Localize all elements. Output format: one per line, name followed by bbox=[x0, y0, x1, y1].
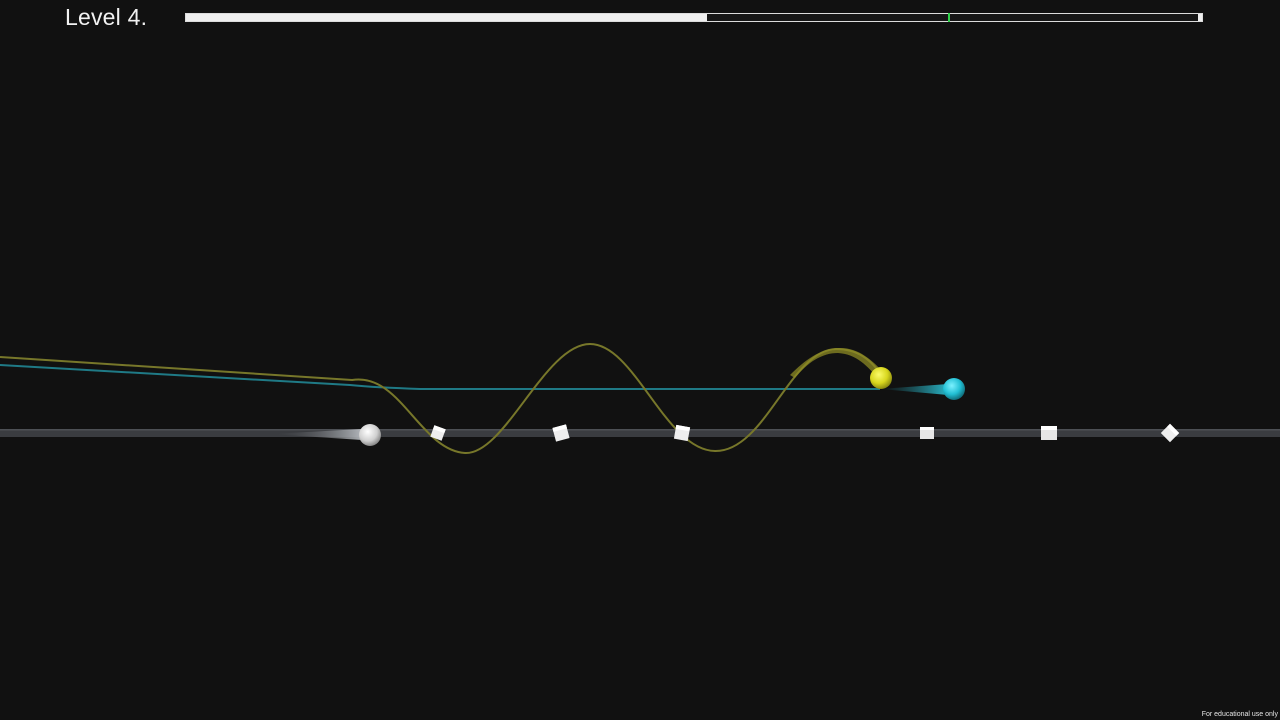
progress-end-cap bbox=[1198, 14, 1202, 21]
obstacle-cube-1 bbox=[430, 425, 446, 441]
obstacle-cube-2 bbox=[552, 424, 570, 442]
cyan-trail bbox=[0, 364, 880, 390]
track-rail-highlight bbox=[0, 429, 1280, 431]
white-ball bbox=[359, 424, 381, 446]
obstacle-cube-5 bbox=[1041, 426, 1057, 440]
progress-fill bbox=[186, 14, 707, 21]
footer-note: For educational use only bbox=[1201, 711, 1278, 718]
track-rail bbox=[0, 429, 1280, 437]
level-progress-bar bbox=[185, 13, 1203, 22]
level-title: Level 4. bbox=[65, 4, 148, 30]
progress-target-marker bbox=[948, 13, 950, 22]
obstacle-diamond bbox=[1160, 423, 1180, 443]
obstacle-cube-3 bbox=[673, 424, 691, 442]
obstacle-cube-4 bbox=[920, 427, 934, 439]
yellow-ball bbox=[870, 367, 892, 389]
start-ball-streak bbox=[270, 429, 362, 440]
cyan-ball bbox=[943, 378, 965, 400]
yellow-ball-streak bbox=[790, 347, 883, 380]
cyan-ball-streak bbox=[880, 384, 948, 395]
